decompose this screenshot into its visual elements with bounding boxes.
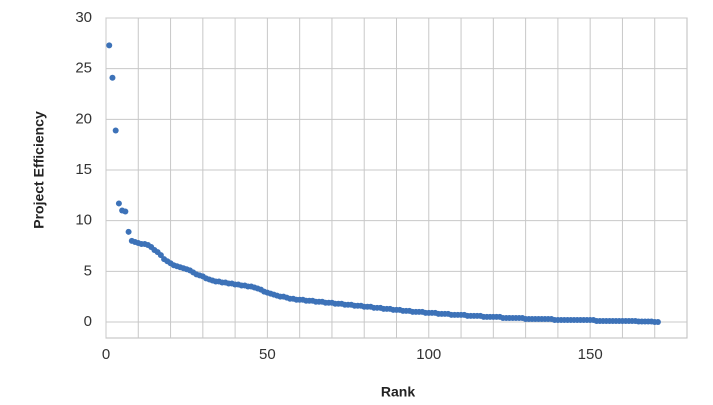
point	[112, 127, 119, 134]
x-tick-label: 50	[259, 346, 276, 363]
x-tick-label: 0	[102, 346, 110, 363]
y-tick-label: 25	[75, 60, 92, 77]
y-axis-title: Project Efficiency	[31, 111, 47, 229]
x-tick-label: 150	[578, 346, 603, 363]
point	[109, 74, 116, 81]
point	[115, 200, 122, 207]
point	[106, 42, 113, 49]
y-tick-label: 20	[75, 110, 92, 127]
y-tick-label: 10	[75, 212, 92, 229]
y-tick-label: 15	[75, 161, 92, 178]
y-tick-label: 30	[75, 9, 92, 26]
y-tick-label: 5	[84, 262, 92, 279]
x-tick-label: 100	[416, 346, 441, 363]
x-axis-title: Rank	[381, 384, 415, 400]
point	[122, 208, 129, 215]
point	[654, 319, 661, 325]
y-tick-label: 0	[84, 313, 92, 330]
point	[157, 252, 164, 259]
point	[125, 228, 132, 235]
